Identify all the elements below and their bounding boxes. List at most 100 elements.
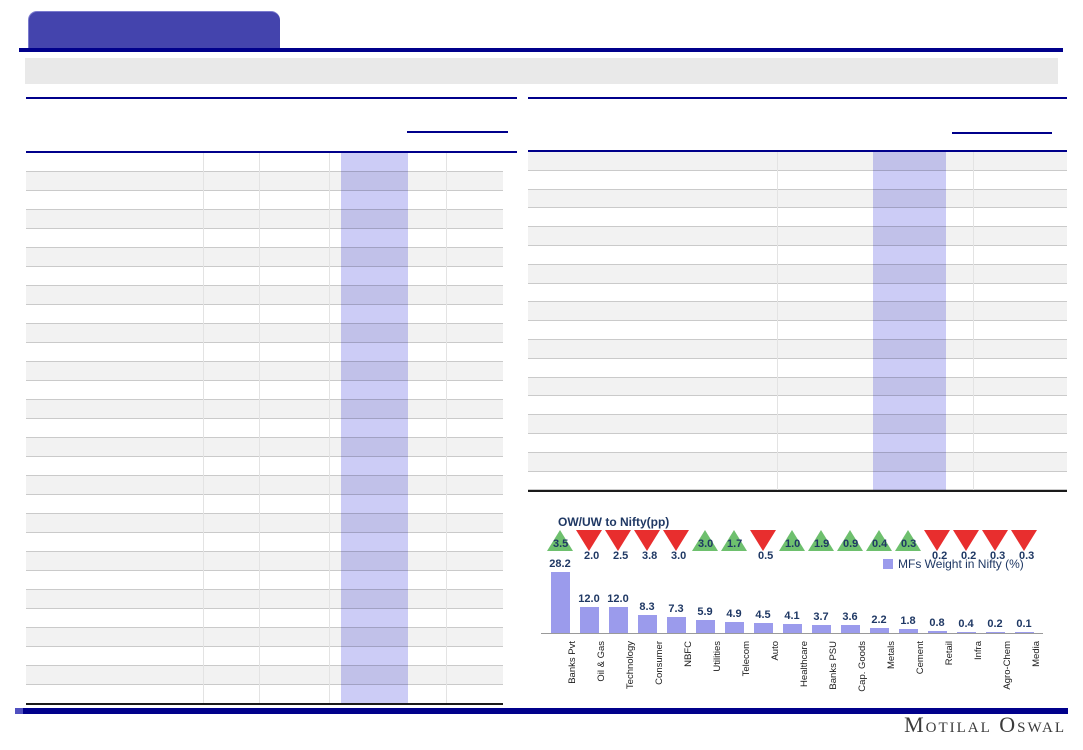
table-row (26, 476, 503, 495)
x-axis-category-label: Utilities (712, 641, 723, 672)
table-row (528, 227, 1067, 246)
table-row (528, 415, 1067, 434)
column-separator (446, 153, 447, 704)
bar-value-label: 4.5 (755, 609, 771, 622)
triangle-down-marker: 2.0 (576, 530, 602, 562)
bar (1014, 632, 1034, 633)
x-axis-category-label: Cement (915, 641, 926, 675)
table-row (26, 400, 503, 419)
column-separator (329, 153, 330, 704)
x-axis-category-label: Infra (973, 641, 984, 661)
bar-value-label: 3.7 (813, 611, 829, 624)
bar-value-label: 4.9 (726, 608, 742, 621)
table-row (26, 153, 503, 172)
x-axis-category-label: Banks PSU (828, 641, 839, 690)
right-table-bottom-rule (528, 490, 1067, 492)
bar-value-label: 2.2 (871, 614, 887, 627)
bar-value-label: 3.6 (842, 611, 858, 624)
x-axis-category-label: Oil & Gas (596, 641, 607, 682)
triangle-up-marker: 0.4 (866, 530, 892, 551)
x-axis-category-label: Retail (944, 641, 955, 666)
column-separator (973, 152, 974, 491)
bar-value-label: 0.8 (929, 617, 945, 630)
header-rule (19, 48, 1063, 52)
table-row (528, 284, 1067, 303)
table-row (528, 246, 1067, 265)
bar (782, 624, 802, 633)
bar (579, 607, 599, 633)
ow-uw-value-label: 0.9 (843, 538, 859, 550)
bar-value-label: 0.1 (1016, 618, 1032, 630)
bar (985, 632, 1005, 633)
table-row (528, 264, 1067, 284)
x-axis-line (541, 633, 1043, 634)
x-axis-category-label: Banks Pvt (567, 641, 578, 684)
triangle-down-marker: 2.5 (605, 530, 631, 562)
x-axis-category-label: Telecom (741, 641, 752, 677)
bar-value-label: 1.8 (900, 615, 916, 628)
table-row (26, 191, 503, 210)
column-separator (203, 153, 204, 704)
ow-uw-value-label: 3.0 (698, 538, 714, 550)
right-panel-top-rule (528, 97, 1067, 99)
table-row (26, 286, 503, 305)
x-axis-category-label: Cap. Goods (857, 641, 868, 692)
table-row (26, 343, 503, 362)
x-axis-category-label: Metals (886, 641, 897, 669)
triangle-down-marker: 3.8 (634, 530, 660, 562)
right-table (528, 152, 1067, 491)
x-axis-category-label: Consumer (654, 641, 665, 685)
right-table-header-rule (528, 150, 1067, 152)
table-row (26, 609, 503, 628)
bar-value-label: 12.0 (578, 593, 600, 606)
right-panel-subheader-rule (952, 132, 1052, 134)
table-row (26, 381, 503, 400)
bar-value-label: 28.2 (549, 558, 571, 571)
table-row (528, 472, 1067, 491)
legend-swatch-icon (883, 559, 893, 569)
table-row (528, 452, 1067, 472)
table-row (26, 495, 503, 514)
table-row (26, 533, 503, 552)
table-row (26, 628, 503, 647)
chart-title: OW/UW to Nifty(pp) (558, 515, 670, 529)
footer-rule-cap (15, 708, 23, 714)
table-row (26, 647, 503, 666)
table-row (26, 514, 503, 533)
table-row (528, 152, 1067, 171)
bar (869, 628, 889, 633)
ow-uw-value-label: 0.2 (961, 550, 977, 562)
ow-uw-value-label: 3.0 (671, 550, 687, 562)
triangle-up-marker: 1.7 (721, 530, 747, 551)
ow-uw-value-label: 3.5 (553, 538, 569, 550)
bar (608, 607, 628, 633)
bar-value-label: 12.0 (607, 593, 629, 606)
x-axis-category-label: Healthcare (799, 641, 810, 687)
triangle-down-marker: 0.3 (982, 530, 1008, 562)
table-row (26, 666, 503, 685)
legend-label: MFs Weight in Nifty (%) (898, 557, 1024, 571)
table-row (528, 396, 1067, 416)
table-row (26, 267, 503, 286)
triangle-up-marker: 0.3 (895, 530, 921, 551)
bar (695, 620, 715, 633)
chart-legend: MFs Weight in Nifty (%) (883, 557, 1024, 571)
table-row (528, 208, 1067, 228)
triangle-down-marker: 0.5 (750, 530, 776, 562)
column-separator (259, 153, 260, 704)
x-axis-category-label: Agro-Chem (1002, 641, 1013, 690)
bar (898, 629, 918, 633)
bar (840, 625, 860, 633)
x-axis-category-label: Auto (770, 641, 781, 661)
highlighted-column (341, 153, 408, 704)
bar-value-label: 4.1 (784, 610, 800, 623)
x-axis-category-label: Technology (625, 641, 636, 690)
left-table-bottom-rule (26, 703, 503, 705)
triangle-up-marker: 3.5 (547, 530, 573, 551)
table-row (528, 302, 1067, 322)
motilal-oswal-logo: Motilal Oswal (904, 712, 1066, 737)
table-row (26, 305, 503, 324)
header-tab (28, 11, 280, 48)
ow-uw-value-label: 1.9 (814, 538, 830, 550)
bar (753, 623, 773, 633)
